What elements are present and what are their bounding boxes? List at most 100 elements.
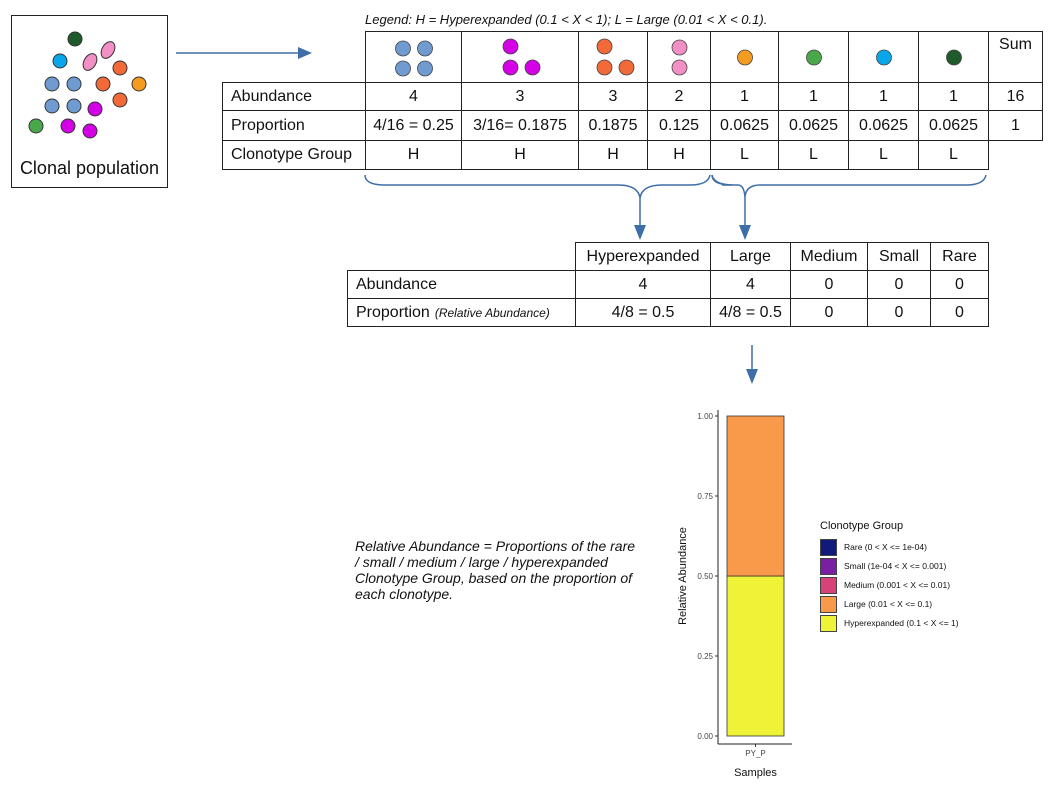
y-tick-label: 1.00 xyxy=(697,412,713,421)
abundance-value: 4 xyxy=(365,82,462,111)
group-proportion-value: 4/8 = 0.5 xyxy=(710,298,791,327)
abundance-value: 3 xyxy=(461,82,579,111)
clonotype-dot xyxy=(671,59,688,75)
row-label: Abundance xyxy=(222,82,366,111)
group-header: Medium xyxy=(790,242,868,271)
clonotype-dot xyxy=(946,49,962,65)
group-value: L xyxy=(710,140,779,170)
chart-legend: Clonotype Group Rare (0 < X <= 1e-04) Sma… xyxy=(810,506,973,651)
group-proportion-value: 0 xyxy=(790,298,868,327)
clonotype-dot xyxy=(596,59,613,75)
abundance-value: 1 xyxy=(918,82,989,111)
proportion-value: 0.125 xyxy=(647,110,711,141)
proportion-sublabel: (Relative Abundance) xyxy=(434,305,550,320)
stacked-bar-chart: 0.00 0.25 0.50 0.75 1.00 PY_P Samples Relative … xyxy=(677,410,792,779)
clonotype-dot xyxy=(417,40,433,56)
abundance-label: Abundance xyxy=(347,270,576,299)
y-tick-label: 0.75 xyxy=(697,492,713,501)
legend-swatch xyxy=(820,538,837,556)
group-header: Small xyxy=(867,242,931,271)
x-tick-label: PY_P xyxy=(745,749,765,758)
clonotype-dots-icon xyxy=(596,38,635,75)
group-proportion-value: 0 xyxy=(930,298,989,327)
clonotype-dots-icon xyxy=(946,49,962,65)
proportion-label: Proportion (Relative Abundance) xyxy=(347,298,576,327)
clonal-population-box: Clonal population xyxy=(11,15,168,188)
group-abundance-value: 4 xyxy=(575,270,711,299)
group-abundance-value: 0 xyxy=(790,270,868,299)
legend-label: Hyperexpanded (0.1 < X <= 1) xyxy=(844,618,959,628)
group-value: H xyxy=(578,140,648,170)
cell-dot xyxy=(95,76,111,92)
row-label: Clonotype Group xyxy=(222,140,366,170)
clonotype-dots-icon xyxy=(876,49,892,65)
population-label: Clonal population xyxy=(19,158,160,178)
proportion-value: 0.0625 xyxy=(710,110,779,141)
arrow-to-table xyxy=(176,47,312,59)
proportion-label-text: Proportion xyxy=(356,303,430,321)
cell-dot xyxy=(52,53,68,69)
cell-dot xyxy=(112,92,128,108)
cell-dot xyxy=(112,60,128,76)
legend-entry: Large (0.01 < X <= 0.1) xyxy=(820,595,970,613)
group-value: H xyxy=(365,140,462,170)
clonotype-table: Abundance Proportion Clonotype Group 4 4/16 … xyxy=(222,31,1043,171)
y-tick-label: 0.50 xyxy=(697,572,713,581)
sum-abundance: 16 xyxy=(988,82,1043,111)
population-dots xyxy=(28,31,147,139)
clonotype-dots-icon xyxy=(671,39,688,75)
clonotype-dots-icon xyxy=(502,38,541,75)
cell-dot xyxy=(44,98,60,114)
legend-entry: Hyperexpanded (0.1 < X <= 1) xyxy=(820,614,970,632)
clonotype-icon-cell xyxy=(461,31,579,83)
clonotype-icon-cell xyxy=(710,31,779,83)
sum-header: Sum xyxy=(988,31,1043,83)
proportion-value: 3/16= 0.1875 xyxy=(461,110,579,141)
cell-dot xyxy=(28,118,44,134)
abundance-value: 1 xyxy=(848,82,919,111)
clonotype-dot xyxy=(395,60,411,76)
abundance-value: 1 xyxy=(778,82,849,111)
legend-label: Rare (0 < X <= 1e-04) xyxy=(844,542,927,552)
clonotype-icon-cell xyxy=(365,31,462,83)
clonotype-icon-cell xyxy=(918,31,989,83)
y-tick-label: 0.25 xyxy=(697,652,713,661)
cell-dot xyxy=(66,76,82,92)
clonotype-dot xyxy=(618,59,635,75)
chart-panel: 0.00 0.25 0.50 0.75 1.00 PY_P Samples Relative … xyxy=(677,400,795,780)
clonotype-icon-cell xyxy=(578,31,648,83)
clonotype-dot xyxy=(417,60,433,76)
clonotype-dot xyxy=(395,40,411,56)
group-abundance-value: 0 xyxy=(867,270,931,299)
cell-dot xyxy=(60,118,76,134)
arrow-to-chart xyxy=(746,345,758,384)
clonotype-dot xyxy=(737,49,753,65)
legend-entry: Medium (0.001 < X <= 0.01) xyxy=(820,576,970,594)
clonotype-dot xyxy=(502,59,519,75)
legend-swatch xyxy=(820,576,837,594)
legend-swatch xyxy=(820,595,837,613)
clonotype-dots-icon xyxy=(806,49,822,65)
clonotype-dot xyxy=(806,49,822,65)
clonotype-dot xyxy=(876,49,892,65)
group-abundance-value: 0 xyxy=(930,270,989,299)
clonotype-dot xyxy=(502,38,519,54)
y-axis-label: Relative Abundance xyxy=(678,527,689,625)
group-braces xyxy=(364,174,987,240)
legend-entry: Small (1e-04 < X <= 0.001) xyxy=(820,557,970,575)
sum-proportion: 1 xyxy=(988,110,1043,141)
cell-dot xyxy=(44,76,60,92)
group-abundance-value: 4 xyxy=(710,270,791,299)
legend-swatch xyxy=(820,614,837,632)
abundance-value: 2 xyxy=(647,82,711,111)
cell-dot xyxy=(67,31,83,47)
group-value: H xyxy=(461,140,579,170)
group-header: Rare xyxy=(930,242,989,271)
cell-dot xyxy=(66,98,82,114)
cell-dot xyxy=(87,101,103,117)
legend-line: Legend: H = Hyperexpanded (0.1 < X < 1);… xyxy=(365,12,768,27)
clonotype-dot xyxy=(596,38,613,54)
clonotype-dot xyxy=(524,59,541,75)
abundance-value: 1 xyxy=(710,82,779,111)
abundance-value: 3 xyxy=(578,82,648,111)
